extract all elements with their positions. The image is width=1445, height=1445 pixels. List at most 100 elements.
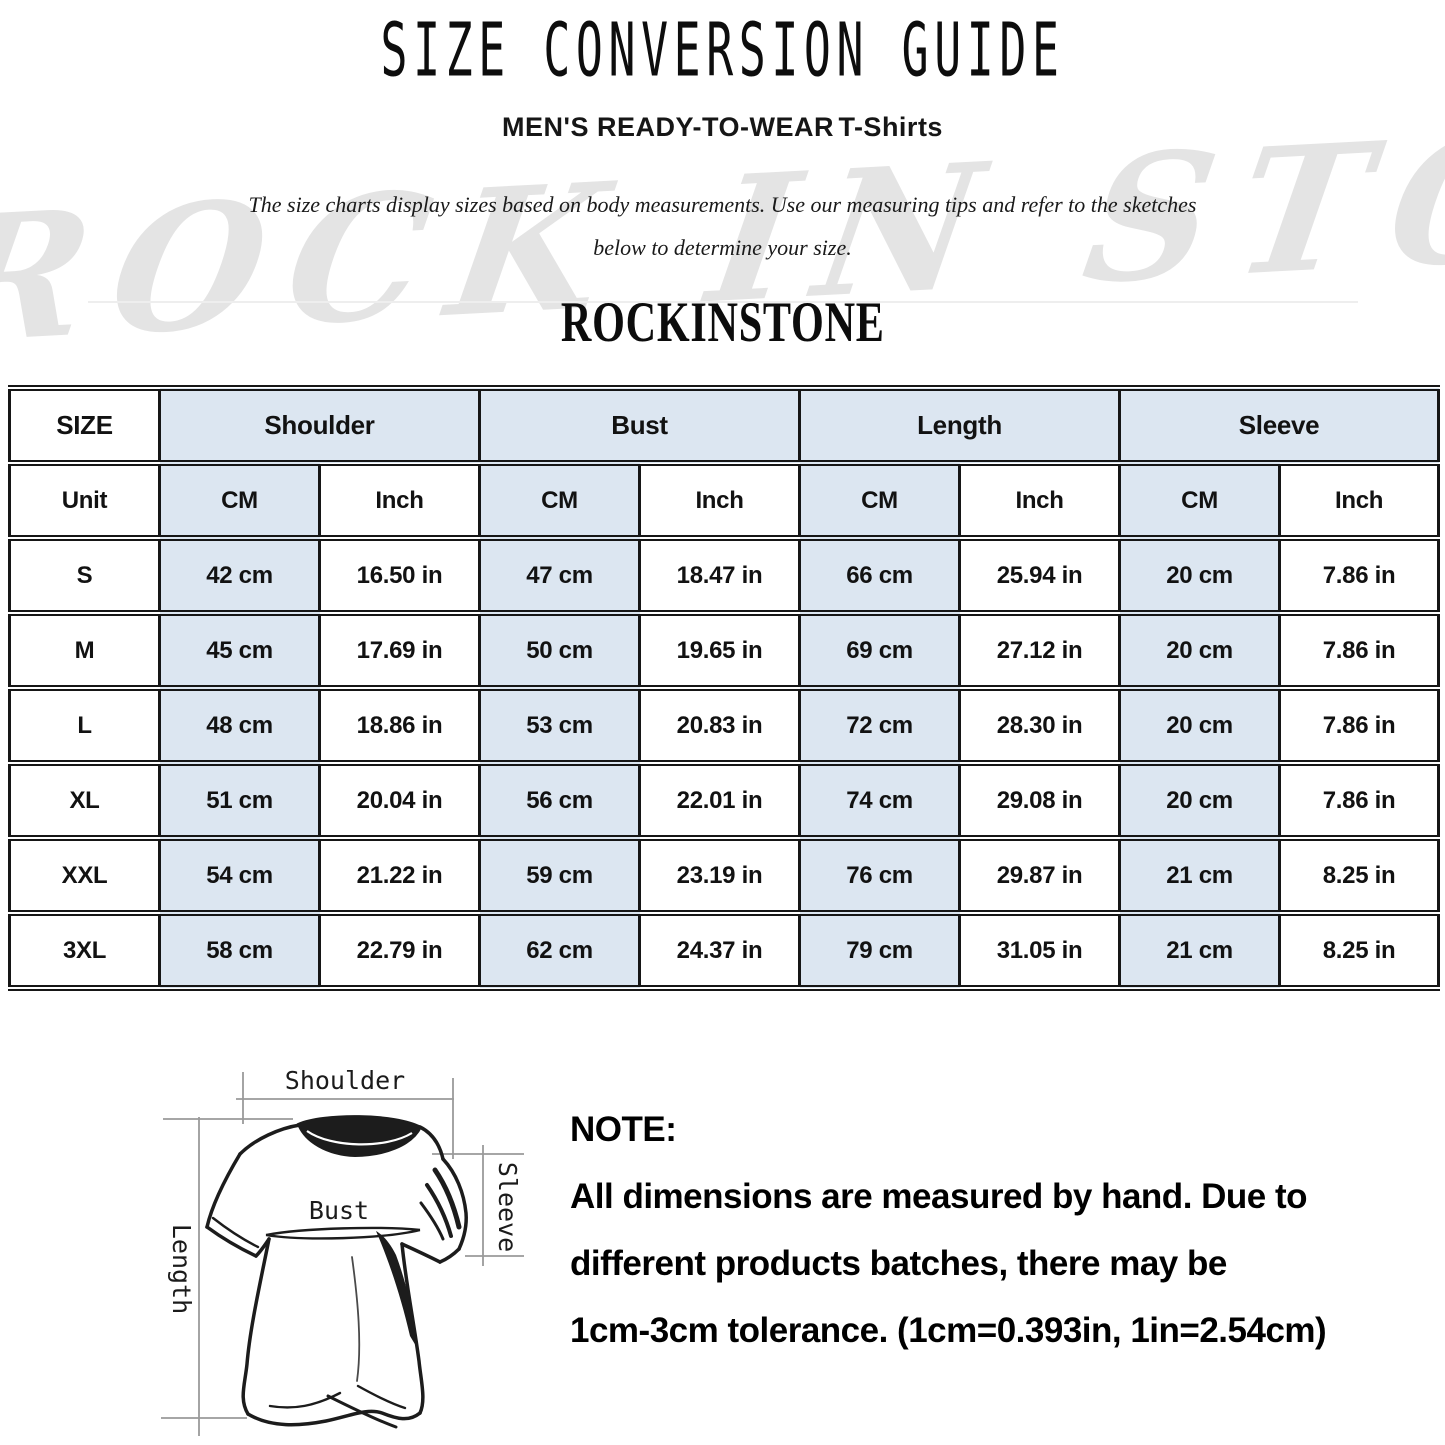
bust-label: Bust — [309, 1196, 369, 1225]
cell-shoulder-in: 20.04 in — [318, 760, 481, 841]
group-header-bust: Bust — [477, 385, 802, 466]
collar-rib-line — [306, 1130, 413, 1146]
size-label: S — [8, 535, 161, 616]
cell-shoulder-in: 18.86 in — [318, 685, 481, 766]
table-row-xl: XL 51 cm 20.04 in 56 cm 22.01 in 74 cm 2… — [8, 760, 1441, 841]
cell-bust-in: 20.83 in — [637, 685, 802, 766]
cell-bust-in: 18.47 in — [637, 535, 802, 616]
cell-bust-cm: 62 cm — [478, 910, 641, 991]
cell-shoulder-in: 21.22 in — [318, 835, 481, 916]
cell-sleeve-cm: 20 cm — [1118, 760, 1282, 841]
cell-length-cm: 69 cm — [798, 610, 962, 691]
measurement-lines — [161, 1072, 524, 1436]
cell-bust-cm: 53 cm — [478, 685, 641, 766]
cell-bust-in: 23.19 in — [637, 835, 802, 916]
unit-inch-bust: Inch — [637, 460, 802, 541]
table-group-header-row: SIZE Shoulder Bust Length Sleeve — [8, 385, 1441, 466]
cell-length-in: 28.30 in — [958, 685, 1122, 766]
description-line-1: The size charts display sizes based on b… — [248, 192, 1197, 217]
brand: ROCKINSTONE — [0, 290, 1445, 355]
size-label: M — [8, 610, 161, 691]
table-row-l: L 48 cm 18.86 in 53 cm 20.83 in 72 cm 28… — [8, 685, 1441, 766]
unit-cm-bust: CM — [478, 460, 641, 541]
cell-length-in: 27.12 in — [958, 610, 1122, 691]
divider-line — [88, 301, 1358, 303]
cell-shoulder-cm: 45 cm — [158, 610, 321, 691]
header: SIZE CONVERSION GUIDE — [0, 8, 1445, 94]
chest-shadow — [376, 1231, 416, 1346]
size-conversion-table: SIZE Shoulder Bust Length Sleeve Unit CM… — [8, 385, 1441, 991]
brand-name: ROCKINSTONE — [560, 291, 885, 354]
corner-header-size: SIZE — [8, 385, 161, 466]
cell-sleeve-in: 7.86 in — [1278, 685, 1441, 766]
unit-inch-sleeve: Inch — [1278, 460, 1441, 541]
description: The size charts display sizes based on b… — [0, 183, 1445, 269]
cell-length-cm: 79 cm — [798, 910, 962, 991]
table-row-m: M 45 cm 17.69 in 50 cm 19.65 in 69 cm 27… — [8, 610, 1441, 691]
note-line-1: All dimensions are measured by hand. Due… — [570, 1177, 1308, 1216]
cell-shoulder-cm: 48 cm — [158, 685, 321, 766]
subtitle-category: MEN'S READY-TO-WEAR — [502, 112, 834, 142]
tshirt-outline — [205, 1123, 468, 1429]
cell-sleeve-in: 7.86 in — [1278, 760, 1441, 841]
cell-length-in: 25.94 in — [958, 535, 1122, 616]
table-row-3xl: 3XL 58 cm 22.79 in 62 cm 24.37 in 79 cm … — [8, 910, 1441, 991]
cell-sleeve-in: 7.86 in — [1278, 610, 1441, 691]
cell-length-in: 29.87 in — [958, 835, 1122, 916]
subtitle-product-type: T-Shirts — [838, 112, 943, 142]
cell-bust-cm: 50 cm — [478, 610, 641, 691]
collar-shape — [296, 1115, 423, 1158]
cell-shoulder-in: 22.79 in — [318, 910, 481, 991]
unit-cm-sleeve: CM — [1118, 460, 1282, 541]
sleeve-shading — [419, 1167, 462, 1241]
page-title: SIZE CONVERSION GUIDE — [380, 8, 1065, 94]
cell-sleeve-in: 8.25 in — [1278, 835, 1441, 916]
cell-bust-in: 24.37 in — [637, 910, 802, 991]
cell-sleeve-cm: 21 cm — [1118, 910, 1282, 991]
cell-shoulder-cm: 51 cm — [158, 760, 321, 841]
unit-cm-shoulder: CM — [158, 460, 321, 541]
cell-sleeve-in: 7.86 in — [1278, 535, 1441, 616]
cell-sleeve-cm: 20 cm — [1118, 610, 1282, 691]
cell-length-in: 31.05 in — [958, 910, 1122, 991]
bust-line — [265, 1226, 421, 1240]
table-row-xxl: XXL 54 cm 21.22 in 59 cm 23.19 in 76 cm … — [8, 835, 1441, 916]
unit-row-label: Unit — [8, 460, 161, 541]
note-heading: NOTE: — [570, 1110, 677, 1149]
unit-cm-length: CM — [798, 460, 962, 541]
cell-sleeve-cm: 20 cm — [1118, 685, 1282, 766]
cell-bust-in: 22.01 in — [637, 760, 802, 841]
note-block: NOTE: All dimensions are measured by han… — [570, 1096, 1400, 1364]
unit-inch-length: Inch — [958, 460, 1122, 541]
cell-bust-cm: 47 cm — [478, 535, 641, 616]
size-label: L — [8, 685, 161, 766]
cell-bust-cm: 56 cm — [478, 760, 641, 841]
sleeve-label: Sleeve — [493, 1162, 522, 1252]
cell-length-in: 29.08 in — [958, 760, 1122, 841]
cell-sleeve-cm: 21 cm — [1118, 835, 1282, 916]
unit-inch-shoulder: Inch — [318, 460, 481, 541]
note-line-3: 1cm-3cm tolerance. (1cm=0.393in, 1in=2.5… — [570, 1311, 1327, 1350]
cell-shoulder-cm: 58 cm — [158, 910, 321, 991]
size-label: XXL — [8, 835, 161, 916]
group-header-sleeve: Sleeve — [1118, 385, 1441, 466]
size-label: XL — [8, 760, 161, 841]
length-label: Length — [167, 1224, 196, 1314]
note-line-2: different products batches, there may be — [570, 1244, 1227, 1283]
cell-length-cm: 66 cm — [798, 535, 962, 616]
table-row-s: S 42 cm 16.50 in 47 cm 18.47 in 66 cm 25… — [8, 535, 1441, 616]
cell-bust-cm: 59 cm — [478, 835, 641, 916]
cell-sleeve-cm: 20 cm — [1118, 535, 1282, 616]
cell-length-cm: 74 cm — [798, 760, 962, 841]
cell-bust-in: 19.65 in — [637, 610, 802, 691]
table-unit-row: Unit CM Inch CM Inch CM Inch CM Inch — [8, 460, 1441, 541]
description-line-2: below to determine your size. — [593, 235, 852, 260]
cell-shoulder-in: 16.50 in — [318, 535, 481, 616]
size-label: 3XL — [8, 910, 161, 991]
cell-shoulder-cm: 42 cm — [158, 535, 321, 616]
cell-sleeve-in: 8.25 in — [1278, 910, 1441, 991]
subtitle: MEN'S READY-TO-WEAR T-Shirts — [0, 112, 1445, 143]
cell-length-cm: 72 cm — [798, 685, 962, 766]
group-header-shoulder: Shoulder — [158, 385, 481, 466]
cell-shoulder-in: 17.69 in — [318, 610, 481, 691]
